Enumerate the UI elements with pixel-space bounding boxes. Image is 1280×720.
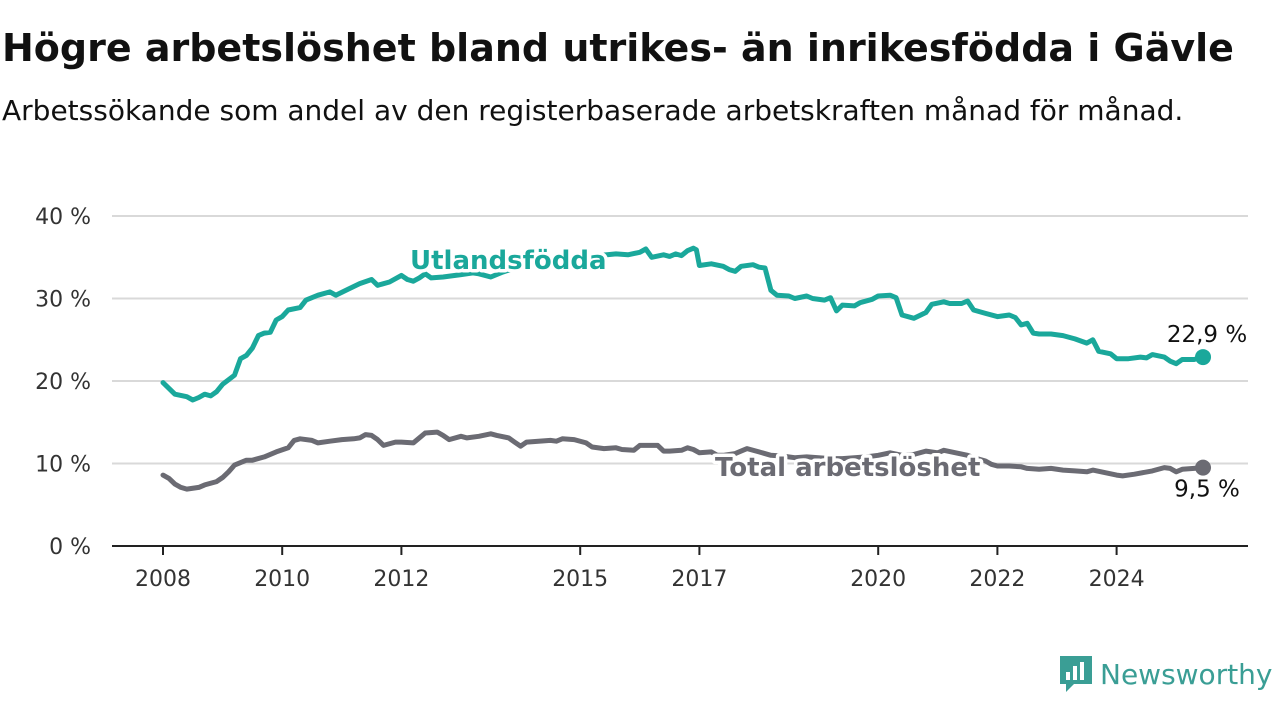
series-end-point (1195, 349, 1212, 366)
series-end-label: 22,9 % (1167, 322, 1247, 348)
y-tick-label: 40 % (35, 205, 91, 230)
logo-text: Newsworthy (1100, 657, 1273, 691)
x-tick-label: 2024 (1089, 567, 1145, 592)
x-tick-label: 2022 (969, 567, 1025, 592)
series-name-label: Utlandsfödda (410, 246, 607, 276)
x-tick-label: 2012 (373, 567, 429, 592)
x-axis: 2008 2010 2012 2015 2017 2020 2022 2024 (112, 545, 1248, 592)
series-lines (160, 245, 1212, 492)
x-tick-label: 2010 (254, 567, 310, 592)
series-name-label: Total arbetslöshet (715, 453, 980, 483)
x-tick-label: 2020 (850, 567, 906, 592)
x-tick-label: 2008 (135, 567, 191, 592)
bar-chart-speech-bubble-icon (1060, 656, 1092, 692)
chart-title: Högre arbetslöshet bland utrikes- än inr… (2, 26, 1234, 70)
chart-subtitle: Arbetssökande som andel av den registerb… (2, 94, 1184, 127)
y-tick-label: 10 % (35, 453, 91, 478)
series-line-utlandsfodda (160, 245, 1206, 403)
newsworthy-logo: Newsworthy (1058, 654, 1273, 694)
series-line-total (160, 429, 1206, 492)
gridlines (112, 215, 1248, 465)
x-tick-label: 2017 (671, 567, 727, 592)
y-axis: 0 % 10 % 20 % 30 % 40 % (35, 205, 91, 560)
x-tick-label: 2015 (552, 567, 608, 592)
series-end-point (1195, 459, 1212, 476)
y-tick-label: 20 % (35, 370, 91, 395)
y-tick-label: 0 % (49, 535, 91, 560)
series-end-label: 9,5 % (1174, 477, 1240, 503)
series-labels: 22,9 % 9,5 % Utlandsfödda Total arbetslöshe… (407, 243, 1248, 503)
y-tick-label: 30 % (35, 288, 91, 313)
